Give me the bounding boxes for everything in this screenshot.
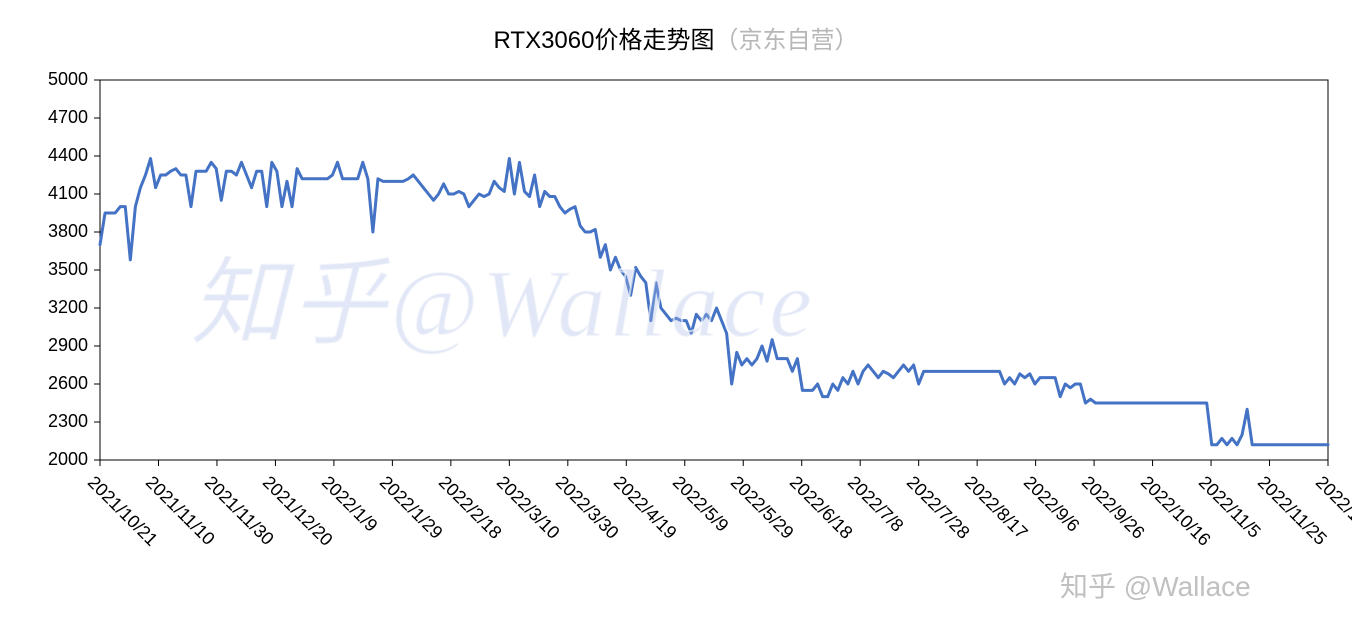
y-tick-label: 4700 <box>0 107 88 128</box>
y-tick-label: 2600 <box>0 373 88 394</box>
y-tick-label: 4400 <box>0 145 88 166</box>
y-tick-label: 2000 <box>0 449 88 470</box>
y-tick-label: 2900 <box>0 335 88 356</box>
y-tick-label: 3800 <box>0 221 88 242</box>
y-tick-label: 3500 <box>0 259 88 280</box>
y-tick-label: 4100 <box>0 183 88 204</box>
chart-container: RTX3060价格走势图（京东自营） 知乎@Wallace 知乎 @Wallac… <box>0 0 1352 633</box>
y-tick-label: 5000 <box>0 69 88 90</box>
y-tick-label: 3200 <box>0 297 88 318</box>
y-tick-label: 2300 <box>0 411 88 432</box>
